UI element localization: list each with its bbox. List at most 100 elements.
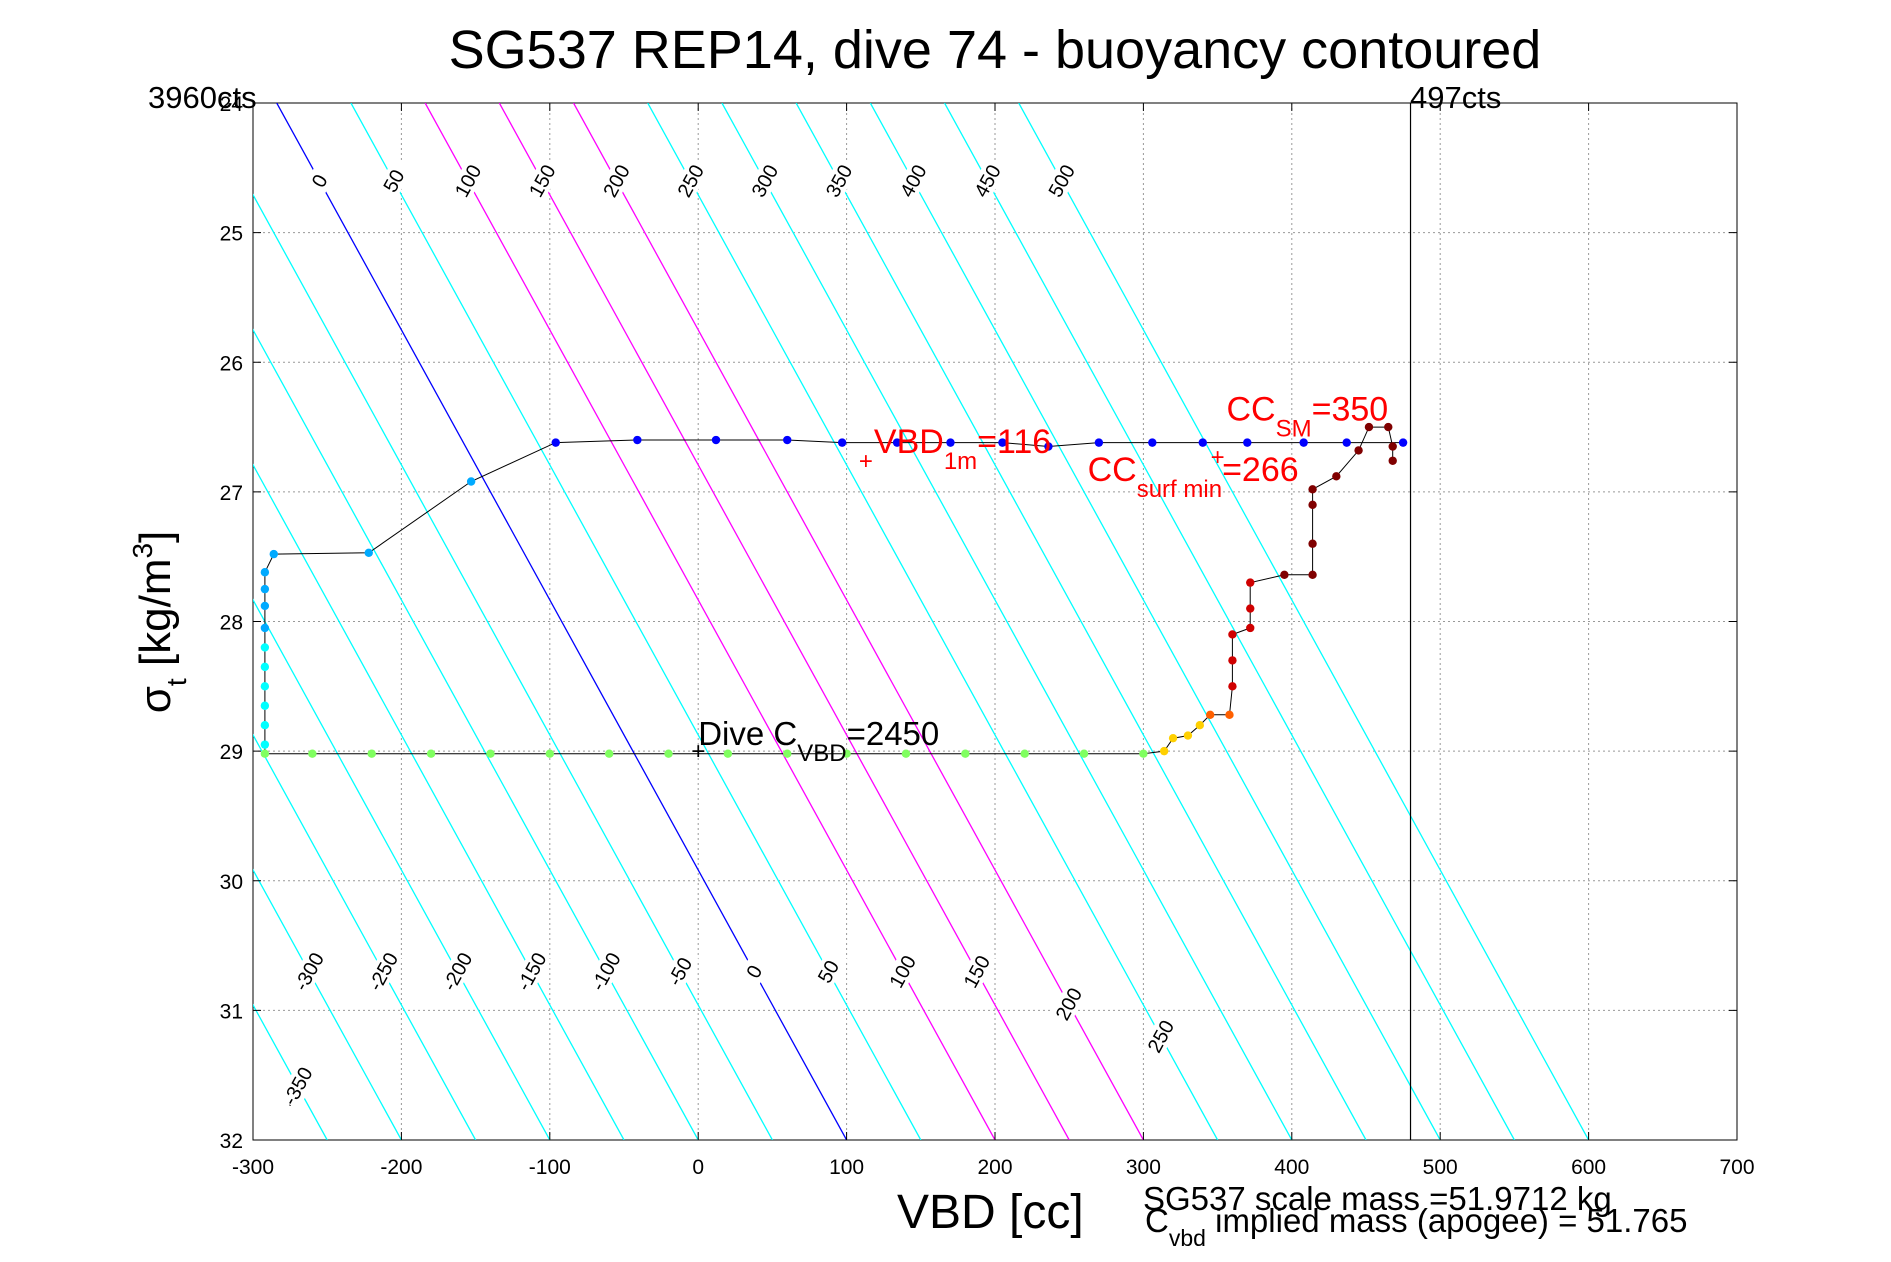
data-point — [1243, 438, 1252, 447]
data-point — [260, 682, 270, 691]
dive-cvbd-label: Dive CVBD=2450 — [698, 715, 939, 767]
contour-line — [276, 103, 848, 1140]
y-tick-label: 27 — [220, 482, 243, 505]
data-point — [1079, 749, 1089, 758]
data-point — [1388, 442, 1397, 451]
contour-label-bg — [671, 157, 710, 204]
x-tick-label: -100 — [529, 1156, 571, 1179]
contour-line — [0, 103, 105, 1140]
data-point — [1148, 438, 1157, 447]
data-point — [545, 749, 554, 758]
data-point — [1094, 438, 1104, 447]
data-point — [260, 740, 270, 749]
data-point — [260, 643, 270, 652]
x-tick-label: 400 — [1274, 1156, 1309, 1179]
contour-label-bg — [437, 948, 477, 995]
data-point — [260, 662, 270, 672]
contour-label-bg — [1049, 981, 1088, 1027]
contour-label-bg — [883, 948, 922, 995]
contour-label-bg — [522, 157, 562, 204]
contour-label-bg — [597, 157, 636, 204]
implied-mass-text: Cvbd implied mass (apogee) = 51.765 — [1145, 1202, 1687, 1251]
x-tick-label: 600 — [1571, 1156, 1606, 1179]
dive-path — [260, 422, 1408, 758]
data-point — [892, 438, 902, 447]
data-point — [260, 721, 270, 730]
x-axis-label: VBD [cc] — [897, 1186, 1084, 1239]
contour-label-bg — [808, 948, 848, 995]
vbd-1m-marker: + — [859, 448, 873, 475]
contour-label-bg — [363, 948, 403, 995]
contour-line — [1018, 103, 1590, 1140]
contour-label-bg — [586, 948, 625, 995]
data-point — [1139, 749, 1148, 758]
data-point — [1308, 570, 1317, 580]
x-tick-label: -300 — [232, 1156, 274, 1179]
contour-label-bg — [819, 157, 859, 204]
data-point — [1168, 733, 1178, 743]
data-point — [1299, 438, 1308, 447]
contour-label-bg — [957, 948, 996, 995]
contour-label-bg — [289, 948, 329, 995]
data-point — [633, 435, 642, 445]
dive-cvbd-marker: + — [691, 738, 705, 765]
data-point — [664, 749, 673, 758]
contour-label-bg — [893, 157, 933, 204]
data-point — [946, 438, 955, 447]
data-point — [260, 601, 270, 611]
grid — [253, 103, 1737, 1140]
data-point — [604, 749, 614, 758]
contour-label-bg — [512, 948, 551, 995]
data-point — [426, 749, 436, 758]
contour-label: -250 — [365, 949, 404, 995]
data-point — [1183, 731, 1193, 740]
data-point — [260, 584, 270, 594]
data-point — [1308, 539, 1317, 548]
data-point — [711, 435, 721, 445]
contour-label-bg — [300, 157, 339, 204]
contour-label-bg — [1141, 1013, 1180, 1060]
contour-label: -100 — [587, 949, 626, 995]
contour-labels: 050100150200250300350400450500-500-400-3… — [278, 157, 1180, 1111]
cc-surf-min-marker: + — [1211, 444, 1225, 471]
dive-path-line — [264, 426, 1404, 755]
data-point — [1384, 422, 1393, 432]
x-tick-label: -200 — [380, 1156, 422, 1179]
x-tick-label: 700 — [1719, 1156, 1754, 1179]
x-tick-label: 500 — [1423, 1156, 1458, 1179]
y-tick-label: 32 — [220, 1130, 243, 1153]
data-point — [1342, 438, 1351, 447]
x-tick-label: 300 — [1126, 1156, 1161, 1179]
data-point — [269, 549, 278, 559]
contour-line — [253, 868, 402, 1140]
data-point — [1388, 456, 1397, 465]
data-point — [842, 749, 851, 758]
data-point — [551, 438, 560, 447]
data-point — [466, 477, 476, 486]
y-tick-label: 31 — [220, 1000, 243, 1023]
contour-label-bg — [660, 948, 700, 995]
data-point — [260, 623, 270, 633]
data-point — [1159, 746, 1169, 756]
data-point — [1205, 710, 1215, 720]
data-point — [308, 749, 317, 758]
x-tick-label: 100 — [829, 1156, 864, 1179]
contour-line — [350, 103, 922, 1140]
y-tick-label: 29 — [220, 741, 243, 764]
cc-sm-label: CCSM=350 — [1227, 391, 1389, 443]
data-point — [1246, 623, 1255, 633]
data-point — [364, 548, 373, 557]
data-point — [1364, 422, 1374, 432]
contour-line — [647, 103, 1219, 1140]
axis-ticks: -300 -200 -100 0 100 200 300 400 500 600 700 24 25 26… — [220, 93, 1755, 1179]
data-point — [1195, 721, 1204, 730]
y-tick-label: 25 — [220, 223, 243, 246]
contour-line — [869, 103, 1441, 1140]
contour-label-bg — [968, 157, 1007, 204]
data-point — [1228, 682, 1237, 691]
contour-line — [572, 103, 1144, 1140]
contour-label: -200 — [439, 949, 478, 995]
y-tick-label: 28 — [220, 612, 243, 635]
contour-line — [795, 103, 1367, 1140]
